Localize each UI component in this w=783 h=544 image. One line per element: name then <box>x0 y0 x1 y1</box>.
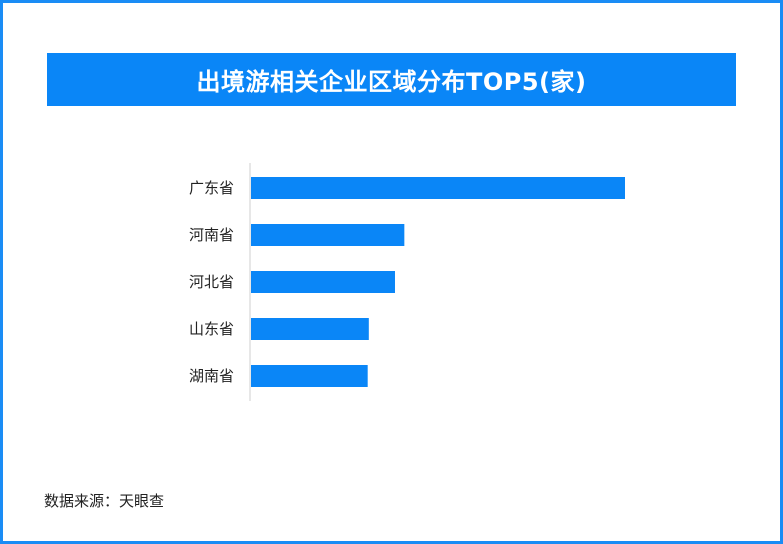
bars-group <box>251 177 625 387</box>
bar-2 <box>251 224 405 246</box>
category-label-4: 山东省 <box>189 320 234 338</box>
category-label-3: 河北省 <box>189 273 234 291</box>
bar-4 <box>251 318 369 340</box>
bar-1 <box>251 177 625 199</box>
category-label-2: 河南省 <box>189 226 234 244</box>
chart-title: 出境游相关企业区域分布TOP5(家) <box>196 68 587 96</box>
bar-5 <box>251 365 368 387</box>
title-banner: 出境游相关企业区域分布TOP5(家) <box>47 53 736 106</box>
category-label-5: 湖南省 <box>189 367 234 385</box>
category-label-1: 广东省 <box>189 179 234 197</box>
data-source-note: 数据来源：天眼查 <box>44 492 165 510</box>
bar-3 <box>251 271 395 293</box>
